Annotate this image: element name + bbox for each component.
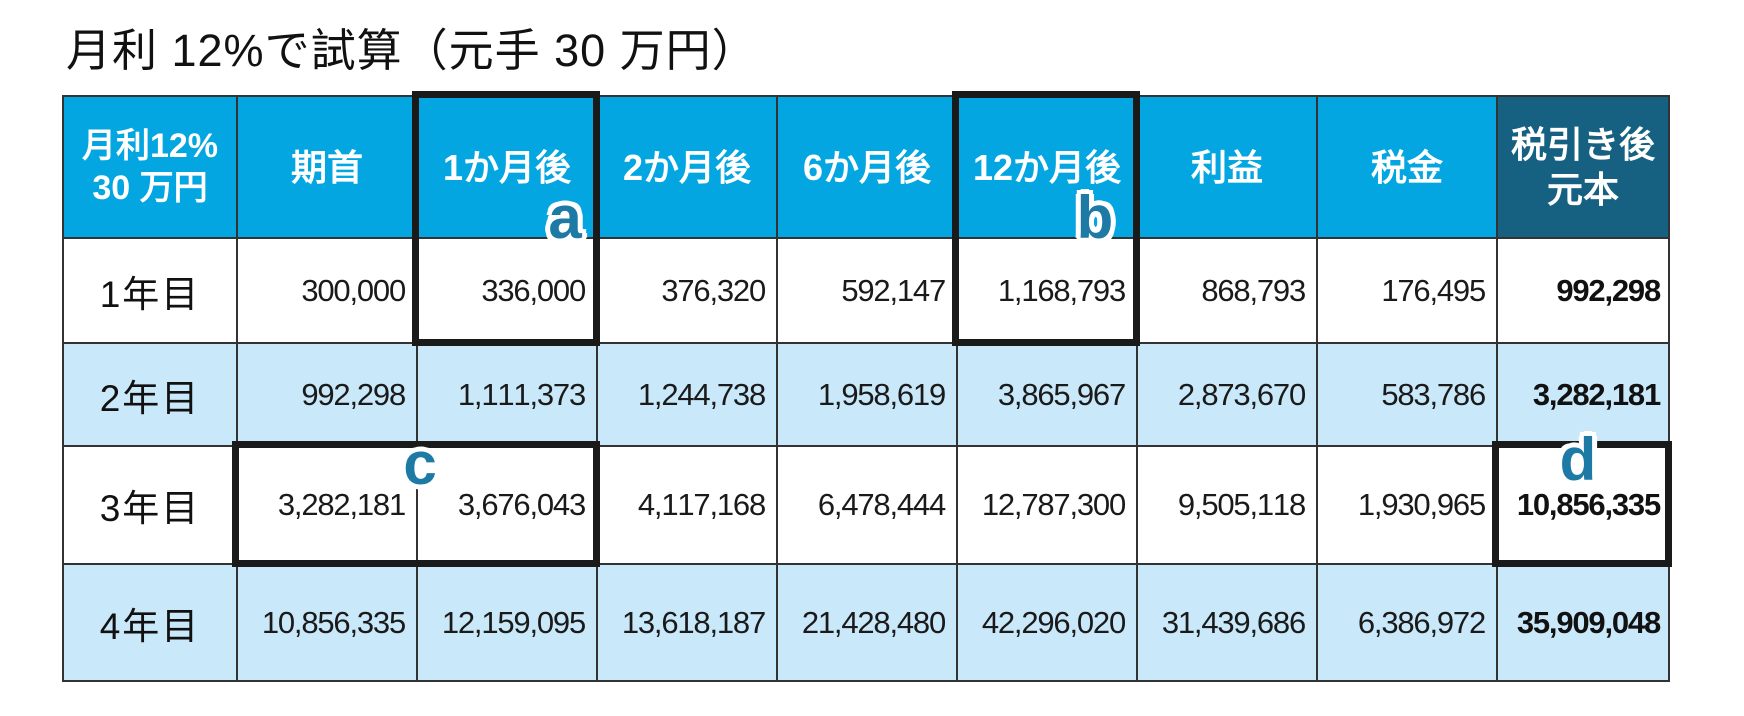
cell-after-tax: 10,856,335 [1496,445,1670,565]
row-label: 3年目 [62,445,238,565]
cell-value: 10,856,335 [236,563,418,682]
cell-value: 1,168,793 [956,237,1138,344]
cell-value: 592,147 [776,237,958,344]
col-header-2month: 2か月後 [596,95,778,239]
cell-after-tax: 35,909,048 [1496,563,1670,682]
cell-value: 376,320 [596,237,778,344]
col-header-rieki: 利益 [1136,95,1318,239]
corner-header: 月利12% 30 万円 [62,95,238,239]
col-header-1month: 1か月後 [416,95,598,239]
annotation-letter-b: b [1076,184,1114,251]
cell-value: 1,244,738 [596,342,778,447]
cell-value: 3,676,043 [416,445,598,565]
cell-value: 12,787,300 [956,445,1138,565]
table-row-year3: 3年目 3,282,181 3,676,043 4,117,168 6,478,… [62,445,1670,565]
col-header-kishu: 期首 [236,95,418,239]
cell-value: 336,000 [416,237,598,344]
row-label: 2年目 [62,342,238,447]
header-row: 月利12% 30 万円 期首 1か月後 2か月後 6か月後 12か月後 利益 税… [62,95,1670,239]
cell-value: 6,386,972 [1316,563,1498,682]
col-header-zeikin: 税金 [1316,95,1498,239]
table-row-year4: 4年目 10,856,335 12,159,095 13,618,187 21,… [62,563,1670,682]
cell-value: 992,298 [236,342,418,447]
cell-value: 21,428,480 [776,563,958,682]
table-row-year2: 2年目 992,298 1,111,373 1,244,738 1,958,61… [62,342,1670,447]
cell-value: 13,618,187 [596,563,778,682]
cell-value: 1,111,373 [416,342,598,447]
annotation-letter-d: d [1559,426,1597,493]
cell-value: 583,786 [1316,342,1498,447]
cell-value: 1,958,619 [776,342,958,447]
cell-value: 3,865,967 [956,342,1138,447]
cell-value: 4,117,168 [596,445,778,565]
cell-value: 6,478,444 [776,445,958,565]
annotation-letter-c: c [403,430,437,497]
table-row-year1: 1年目 300,000 336,000 376,320 592,147 1,16… [62,237,1670,344]
col-header-after-tax: 税引き後 元本 [1496,95,1670,239]
row-label: 1年目 [62,237,238,344]
cell-value: 9,505,118 [1136,445,1318,565]
annotation-letter-a: a [548,184,582,251]
cell-value: 31,439,686 [1136,563,1318,682]
cell-after-tax: 3,282,181 [1496,342,1670,447]
cell-value: 176,495 [1316,237,1498,344]
cell-value: 12,159,095 [416,563,598,682]
cell-value: 868,793 [1136,237,1318,344]
cell-after-tax: 992,298 [1496,237,1670,344]
simulation-table: 月利12% 30 万円 期首 1か月後 2か月後 6か月後 12か月後 利益 税… [62,95,1670,682]
cell-value: 1,930,965 [1316,445,1498,565]
cell-value: 42,296,020 [956,563,1138,682]
cell-value: 2,873,670 [1136,342,1318,447]
page-title: 月利 12%で試算（元手 30 万円） [66,25,758,76]
row-label: 4年目 [62,563,238,682]
cell-value: 300,000 [236,237,418,344]
col-header-6month: 6か月後 [776,95,958,239]
